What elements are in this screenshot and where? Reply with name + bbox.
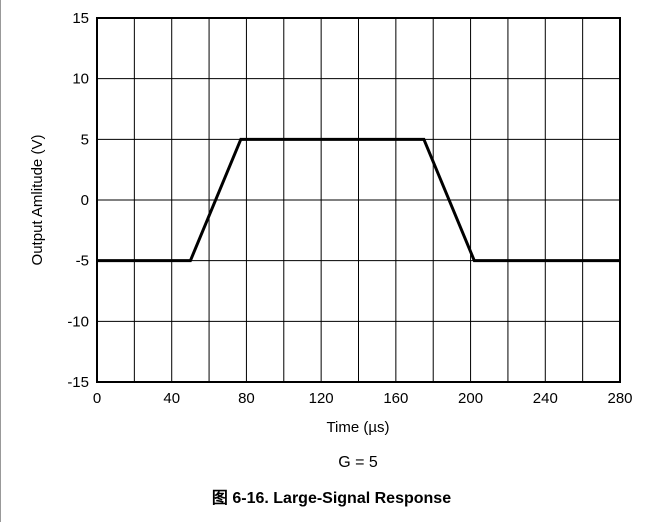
series-line-0 [97,137,620,263]
y-tick-label: -5 [76,253,89,270]
x-tick-label: 280 [607,390,632,407]
figure-caption: 图 6-16. Large-Signal Response [211,490,452,507]
page-left-rule [0,0,1,522]
tick-label-layer: 0 40 80 120 160 200 240 280 15 10 5 0 -5 -10 -15 [67,10,632,407]
y-tick-label: -15 [67,374,89,391]
x-tick-label: 240 [533,390,558,407]
x-tick-label: 0 [93,390,101,407]
x-axis-label: Time (µs) [326,419,389,436]
x-tick-label: 160 [383,390,408,407]
x-tick-label: 80 [238,390,255,407]
x-tick-label: 120 [309,390,334,407]
large-signal-response-chart: 0 40 80 120 160 200 240 280 15 10 5 0 -5 -10 -15 Time … [29,10,633,470]
y-axis-label: Output Amlitude (V) [29,135,46,266]
y-tick-label: 5 [81,131,89,148]
x-tick-label: 200 [458,390,483,407]
x-tick-label: 40 [163,390,180,407]
y-tick-label: 0 [81,192,89,209]
plot-frame [96,17,621,383]
y-tick-label: -10 [67,313,89,330]
y-tick-label: 15 [72,10,89,27]
grid-layer [97,18,620,382]
y-tick-label: 10 [72,71,89,88]
chart-subtitle: G = 5 [338,454,378,470]
series-layer [97,137,620,263]
